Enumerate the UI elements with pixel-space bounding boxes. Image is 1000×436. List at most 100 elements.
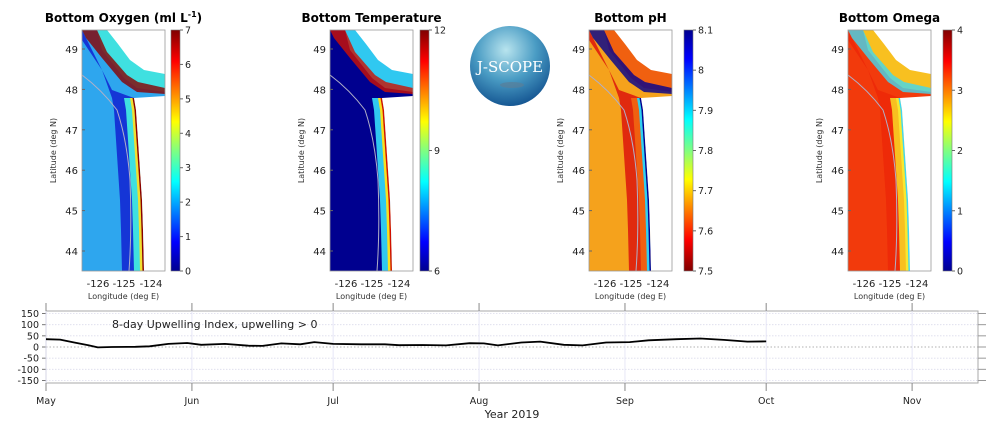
map-area [588, 29, 673, 272]
isobath-contour [588, 74, 639, 272]
y-axis-label: Latitude (deg N) [556, 118, 565, 183]
lon-tick-label: -124 [140, 279, 163, 290]
lat-tick-label: 48 [65, 85, 78, 96]
y-tick-label: -150 [17, 376, 39, 387]
isobath-contour [329, 74, 380, 272]
map-panel-3: Bottom Omega 49 48 47 46 45 44 -126 -125 -124 Lati… [815, 11, 963, 301]
colorbar-tick-label: 1 [185, 232, 191, 243]
lat-tick-label: 44 [572, 247, 585, 258]
land-vancouver-island [355, 30, 413, 74]
isobath-contour [81, 74, 132, 272]
y-tick-label: 50 [27, 331, 39, 342]
lat-tick-label: 49 [572, 45, 585, 56]
colorbar-tick-label: 12 [434, 26, 446, 37]
inner-shelf-water [637, 98, 651, 271]
land-mainland [900, 96, 931, 271]
y-axis-label: Latitude (deg N) [815, 118, 824, 183]
colorbar-tick-label: 8.1 [698, 26, 713, 37]
lat-tick-label: 48 [831, 85, 844, 96]
colorbar-tick-label: 1 [957, 206, 963, 217]
lon-tick-label: -124 [388, 279, 411, 290]
lat-tick-label: 48 [313, 85, 326, 96]
lon-tick-label: -125 [620, 279, 643, 290]
x-axis-label: Longitude (deg E) [88, 292, 159, 301]
map-area [847, 29, 932, 272]
colorbar-tick-label: 7.5 [698, 267, 713, 278]
y-tick-label: 0 [33, 343, 39, 354]
lat-tick-label: 44 [831, 247, 844, 258]
lon-tick-label: -125 [361, 279, 384, 290]
colorbar-tick-label: 4 [957, 26, 963, 37]
nearshore-water [132, 98, 144, 271]
chart-x-axis-label: Year 2019 [484, 408, 540, 421]
x-tick-label: May [36, 396, 56, 407]
map-area [329, 29, 414, 272]
colorbar [170, 29, 181, 272]
strait-edge-water [330, 30, 413, 94]
land-mainland [641, 96, 672, 271]
lon-tick-label: -126 [335, 279, 358, 290]
colorbar-tick-label: 0 [185, 267, 191, 278]
panel-title: Bottom Temperature [301, 11, 441, 25]
slope-water [82, 30, 144, 271]
lat-tick-label: 49 [831, 45, 844, 56]
lat-tick-label: 45 [313, 207, 326, 218]
colorbar-tick-label: 7.7 [698, 186, 713, 197]
map-panel-1: Bottom Temperature 49 48 47 46 45 44 -126 -125 -1… [297, 11, 446, 301]
isobath-contour [847, 74, 898, 272]
panel-title: Bottom pH [594, 11, 666, 25]
lat-tick-label: 47 [572, 126, 585, 137]
lat-tick-label: 48 [572, 85, 585, 96]
lon-tick-label: -124 [647, 279, 670, 290]
colorbar-tick-label: 8 [698, 66, 704, 77]
colorbar-tick-label: 2 [957, 146, 963, 157]
lon-tick-label: -124 [906, 279, 929, 290]
lat-tick-label: 45 [65, 207, 78, 218]
nearshore-water [639, 98, 651, 271]
logo-text: J-SCOPE [475, 58, 543, 76]
slope-water [589, 30, 651, 271]
panel-title: Bottom Omega [839, 11, 940, 25]
x-axis-label: Longitude (deg E) [336, 292, 407, 301]
colorbar [683, 29, 694, 272]
y-axis-label: Latitude (deg N) [297, 118, 306, 183]
colorbar-tick-label: 7.6 [698, 226, 713, 237]
lat-tick-label: 49 [313, 45, 326, 56]
lat-tick-label: 44 [313, 247, 326, 258]
lat-tick-label: 46 [572, 166, 585, 177]
x-tick-label: Jun [183, 396, 199, 407]
colorbar-tick-label: 7.8 [698, 146, 713, 157]
inner-shelf-water [896, 98, 910, 271]
map-panel-2: Bottom pH 49 48 47 46 45 44 -126 -125 -124 Latitud… [556, 11, 713, 301]
slope-water [848, 30, 910, 271]
x-axis-label: Longitude (deg E) [854, 292, 925, 301]
lon-tick-label: -125 [879, 279, 902, 290]
land-vancouver-island [614, 30, 672, 74]
colorbar-tick-label: 7.9 [698, 106, 713, 117]
map-area [81, 29, 166, 272]
colorbar-tick-label: 4 [185, 129, 191, 140]
y-axis-label: Latitude (deg N) [49, 118, 58, 183]
lat-tick-label: 45 [831, 207, 844, 218]
colorbar-tick-label: 5 [185, 94, 191, 105]
y-tick-label: -50 [23, 354, 39, 365]
land-vancouver-island [107, 30, 165, 74]
chart-annotation: 8-day Upwelling Index, upwelling > 0 [112, 318, 317, 331]
panel-title: Bottom Oxygen (ml L-1) [45, 10, 202, 25]
inner-shelf-water [378, 98, 392, 271]
y-tick-label: 100 [21, 320, 39, 331]
y-tick-label: -100 [17, 365, 39, 376]
y-tick-label: 150 [21, 309, 39, 320]
upwelling-index-line [45, 337, 767, 349]
x-axis-label: Longitude (deg E) [595, 292, 666, 301]
nearshore-water [380, 98, 392, 271]
land-vancouver-island [873, 30, 931, 74]
strait-edge-water [848, 30, 931, 94]
lon-tick-label: -126 [87, 279, 110, 290]
x-tick-label: Jul [326, 396, 338, 407]
lat-tick-label: 47 [831, 126, 844, 137]
x-tick-label: Sep [616, 396, 634, 407]
lat-tick-label: 45 [572, 207, 585, 218]
colorbar-tick-label: 3 [185, 163, 191, 174]
